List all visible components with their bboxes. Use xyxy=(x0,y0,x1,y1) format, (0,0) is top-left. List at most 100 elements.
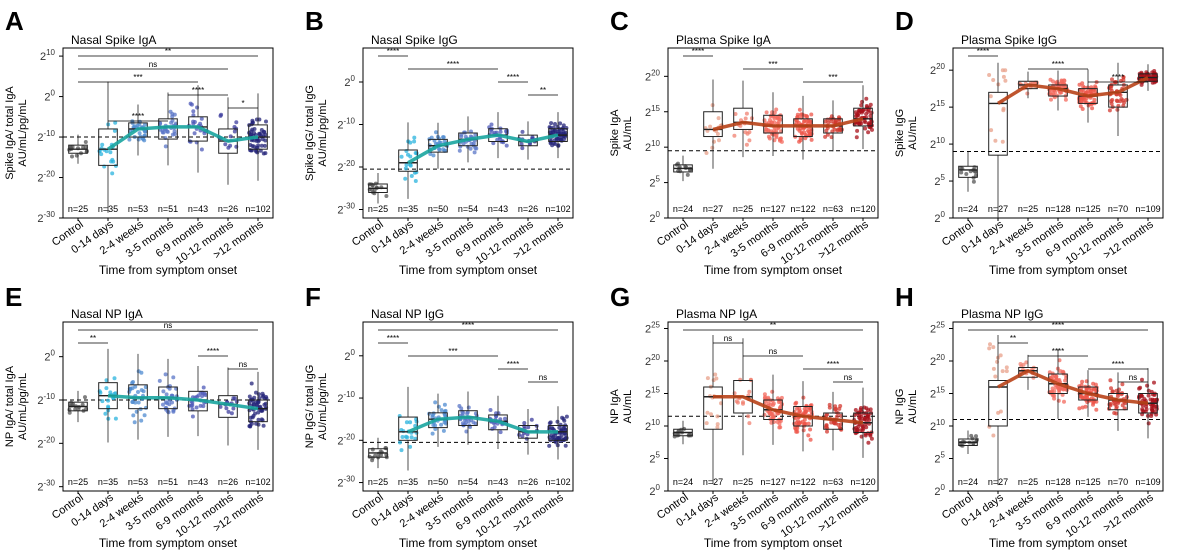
y-tick-label: 2-20 xyxy=(337,432,355,447)
y-tick-label: 2-20 xyxy=(37,435,55,450)
data-point xyxy=(860,109,865,114)
data-point xyxy=(1093,382,1098,387)
data-point xyxy=(200,394,205,398)
data-point xyxy=(1063,97,1068,102)
n-label: n=35 xyxy=(98,204,118,214)
y-axis-label: NP IgG xyxy=(894,389,906,425)
y-tick-label: 25 xyxy=(649,175,660,190)
data-point xyxy=(196,393,201,398)
y-axis-label: AU/mL/pg/mL xyxy=(317,373,329,440)
n-label: n=25 xyxy=(1018,204,1038,214)
data-point xyxy=(1108,401,1113,406)
y-tick-label: 210 xyxy=(930,418,946,433)
data-point xyxy=(704,421,709,426)
data-point xyxy=(137,131,142,136)
data-point xyxy=(1115,107,1120,112)
y-axis-label: AU/mL/pg/mL xyxy=(17,99,29,166)
panel-g: G Plasma NP IgA 225 220 215 210 25 20 NP IgA AU/m… xyxy=(609,282,879,550)
data-point xyxy=(408,444,413,449)
data-point xyxy=(823,134,828,139)
y-axis-label: NP IgA xyxy=(609,389,621,424)
data-point xyxy=(708,124,713,129)
data-point xyxy=(795,426,800,431)
data-point xyxy=(711,378,716,383)
data-point xyxy=(717,138,721,143)
data-point xyxy=(161,389,166,394)
data-point xyxy=(1054,385,1059,390)
data-point xyxy=(255,400,260,405)
significance-label: ns xyxy=(239,360,247,369)
data-point xyxy=(431,411,436,416)
data-point xyxy=(553,432,558,437)
data-point xyxy=(705,376,710,381)
n-label: n=53 xyxy=(128,477,148,487)
data-point xyxy=(766,134,771,139)
data-point xyxy=(803,132,808,137)
data-point xyxy=(806,421,811,426)
data-point xyxy=(1144,404,1149,409)
data-point xyxy=(803,136,808,141)
significance-label: **** xyxy=(827,360,839,369)
data-point xyxy=(170,132,175,137)
n-label: n=51 xyxy=(158,204,178,214)
data-point xyxy=(263,132,268,137)
data-point xyxy=(713,372,718,377)
significance-label: **** xyxy=(1112,360,1124,369)
x-axis-label: Time from symptom onset xyxy=(99,536,238,550)
data-point xyxy=(403,176,408,181)
data-point xyxy=(1003,68,1008,73)
data-point xyxy=(263,401,268,406)
data-point xyxy=(864,96,869,101)
n-label: n=128 xyxy=(1045,204,1070,214)
data-point xyxy=(1110,77,1114,82)
y-tick-label: 20 xyxy=(649,210,660,225)
data-point xyxy=(1083,394,1088,399)
y-axis-label: AU/mL xyxy=(907,390,919,424)
data-point xyxy=(1152,380,1156,385)
n-label: n=70 xyxy=(1108,204,1128,214)
y-axis-label: Spike IgA/ total IgA xyxy=(4,86,16,180)
data-point xyxy=(136,390,140,394)
data-point xyxy=(203,393,208,397)
significance-label: ns xyxy=(539,373,547,382)
data-point xyxy=(399,154,404,159)
significance-label: **** xyxy=(387,47,399,56)
significance-label: **** xyxy=(387,334,399,343)
data-point xyxy=(404,420,409,425)
data-point xyxy=(170,400,174,405)
data-point xyxy=(520,129,525,134)
data-point xyxy=(490,426,495,431)
data-point xyxy=(1001,74,1006,79)
box-iqr xyxy=(488,414,508,431)
data-point xyxy=(408,420,413,425)
data-point xyxy=(1110,98,1115,102)
data-point xyxy=(1118,93,1123,98)
significance-label: ns xyxy=(844,373,852,382)
box-iqr xyxy=(1018,367,1038,378)
significance-label: ** xyxy=(540,86,546,95)
panel-title: Plasma NP IgA xyxy=(676,307,757,321)
y-tick-label: 215 xyxy=(645,386,661,401)
data-point xyxy=(829,420,834,425)
x-axis-label: Time from symptom onset xyxy=(989,263,1128,277)
data-point xyxy=(808,437,813,442)
data-point xyxy=(1063,378,1068,383)
box-iqr xyxy=(793,118,813,138)
data-point xyxy=(743,116,748,121)
data-point xyxy=(370,458,375,463)
x-axis-label: Time from symptom onset xyxy=(399,263,538,277)
data-point xyxy=(1114,411,1119,416)
data-point xyxy=(824,425,828,430)
data-point xyxy=(809,112,814,117)
data-point xyxy=(1119,392,1124,397)
y-tick-label: 2-10 xyxy=(37,129,55,144)
data-point xyxy=(226,145,231,150)
data-point xyxy=(261,423,266,428)
data-point xyxy=(809,137,814,142)
y-axis-label: AU/mL xyxy=(622,116,634,150)
data-point xyxy=(797,139,802,144)
data-point xyxy=(191,119,196,124)
data-point xyxy=(959,170,964,175)
data-point xyxy=(194,405,199,410)
data-point xyxy=(1139,393,1144,398)
